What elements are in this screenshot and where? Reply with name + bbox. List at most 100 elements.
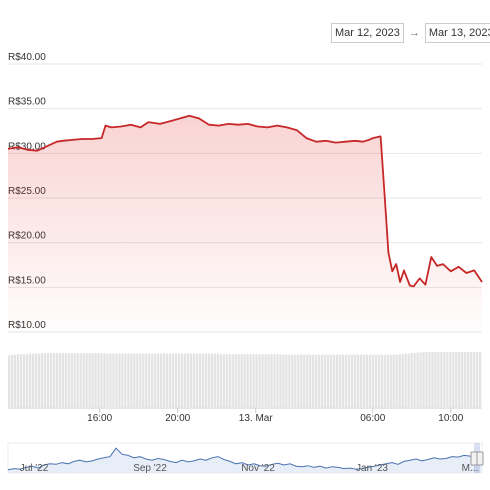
volume-bar — [106, 353, 109, 407]
volume-bar — [425, 352, 428, 407]
volume-bar — [267, 354, 270, 407]
volume-bar — [356, 354, 360, 407]
volume-bar — [52, 353, 55, 407]
volume-bar — [61, 353, 64, 407]
volume-bar — [470, 352, 473, 407]
volume-bar — [341, 354, 345, 407]
navigator-left-handle[interactable] — [470, 451, 478, 466]
volume-bar — [109, 353, 112, 407]
volume-bar — [13, 354, 17, 407]
x-axis: 16:00 20:00 13. Mar 06:00 10:00 — [8, 407, 482, 424]
volume-bar — [431, 352, 434, 407]
volume-bar — [55, 353, 58, 407]
volume-bar — [404, 353, 407, 407]
price-series — [7, 114, 483, 332]
volume-bar — [467, 352, 470, 407]
volume-bar — [124, 353, 127, 407]
volume-bar — [136, 353, 139, 407]
volume-bar — [231, 354, 234, 407]
volume-bar — [64, 353, 67, 407]
volume-bar — [225, 354, 228, 407]
volume-bar — [276, 354, 279, 407]
volume-bar — [398, 354, 401, 407]
volume-bar — [258, 354, 261, 407]
volume-bar — [240, 354, 243, 407]
volume-bar — [10, 354, 14, 407]
volume-bar — [160, 353, 163, 407]
volume-bar — [303, 354, 306, 407]
volume-bar — [440, 352, 443, 407]
volume-bar — [189, 353, 193, 407]
volume-bar — [326, 354, 330, 407]
navigator-right-handle[interactable] — [476, 451, 484, 466]
volume-bar — [85, 353, 88, 407]
volume-bar — [380, 354, 383, 407]
date-from-input[interactable]: Mar 12, 2023 — [331, 23, 404, 43]
volume-bar — [28, 353, 32, 407]
volume-bar — [183, 353, 187, 407]
volume-bar — [413, 353, 416, 407]
date-to-input[interactable]: Mar 13, 2023 — [424, 23, 490, 43]
volume-bar — [142, 353, 145, 407]
volume-bar — [195, 353, 199, 407]
volume-bar — [377, 354, 380, 407]
volume-bar — [91, 353, 94, 407]
y-tick-label: R$40.00 — [8, 52, 46, 63]
volume-bar — [246, 354, 249, 407]
volume-bar — [163, 353, 166, 407]
volume-bar — [148, 353, 151, 407]
volume-bar — [31, 353, 35, 407]
volume-bar — [100, 353, 103, 407]
volume-bar — [207, 353, 211, 407]
volume-bar — [222, 354, 225, 407]
x-tick-label: 06:00 — [360, 413, 385, 424]
volume-bar — [228, 354, 231, 407]
volume-bar — [25, 354, 29, 407]
volume-bar — [410, 353, 413, 407]
volume-bar — [437, 352, 440, 407]
volume-bars — [8, 352, 482, 407]
volume-bar — [353, 354, 357, 407]
volume-bar — [49, 353, 53, 407]
volume-bar — [449, 352, 452, 407]
x-tick-label: 10:00 — [438, 413, 463, 424]
volume-bar — [335, 354, 339, 407]
volume-bar — [171, 353, 175, 407]
volume-bar — [347, 354, 351, 407]
volume-bar — [97, 353, 100, 407]
volume-bar — [362, 354, 366, 407]
volume-bar — [300, 354, 303, 407]
volume-bar — [103, 353, 106, 407]
volume-bar — [115, 353, 118, 407]
volume-bar — [464, 352, 467, 407]
volume-bar — [350, 354, 354, 407]
volume-bar — [198, 353, 202, 407]
navigator[interactable]: Jul '22 Sep '22 Nov '22 Jan '23 M... — [7, 442, 484, 474]
volume-bar — [312, 354, 315, 407]
navigator-tick-label: Jul '22 — [20, 463, 49, 474]
volume-bar — [19, 354, 23, 407]
volume-bar — [270, 354, 273, 407]
volume-bar — [8, 355, 11, 407]
volume-bar — [82, 353, 85, 407]
volume-bar — [186, 353, 190, 407]
volume-bar — [58, 353, 61, 407]
volume-bar — [234, 354, 237, 407]
volume-bar — [273, 354, 276, 407]
volume-bar — [282, 354, 285, 407]
volume-bar — [255, 354, 258, 407]
volume-bar — [321, 354, 324, 407]
volume-bar — [371, 354, 374, 407]
volume-bar — [216, 353, 219, 407]
navigator-tick-label: Jan '23 — [356, 463, 388, 474]
navigator-tick-label: M... — [462, 463, 479, 474]
volume-bar — [315, 354, 318, 407]
navigator-line — [7, 447, 483, 471]
navigator-tick-label: Nov '22 — [241, 463, 275, 474]
price-line — [7, 114, 483, 288]
volume-bar — [458, 352, 461, 407]
volume-bar — [34, 353, 38, 407]
range-arrow-icon: → — [408, 27, 420, 39]
volume-bar — [67, 353, 70, 407]
